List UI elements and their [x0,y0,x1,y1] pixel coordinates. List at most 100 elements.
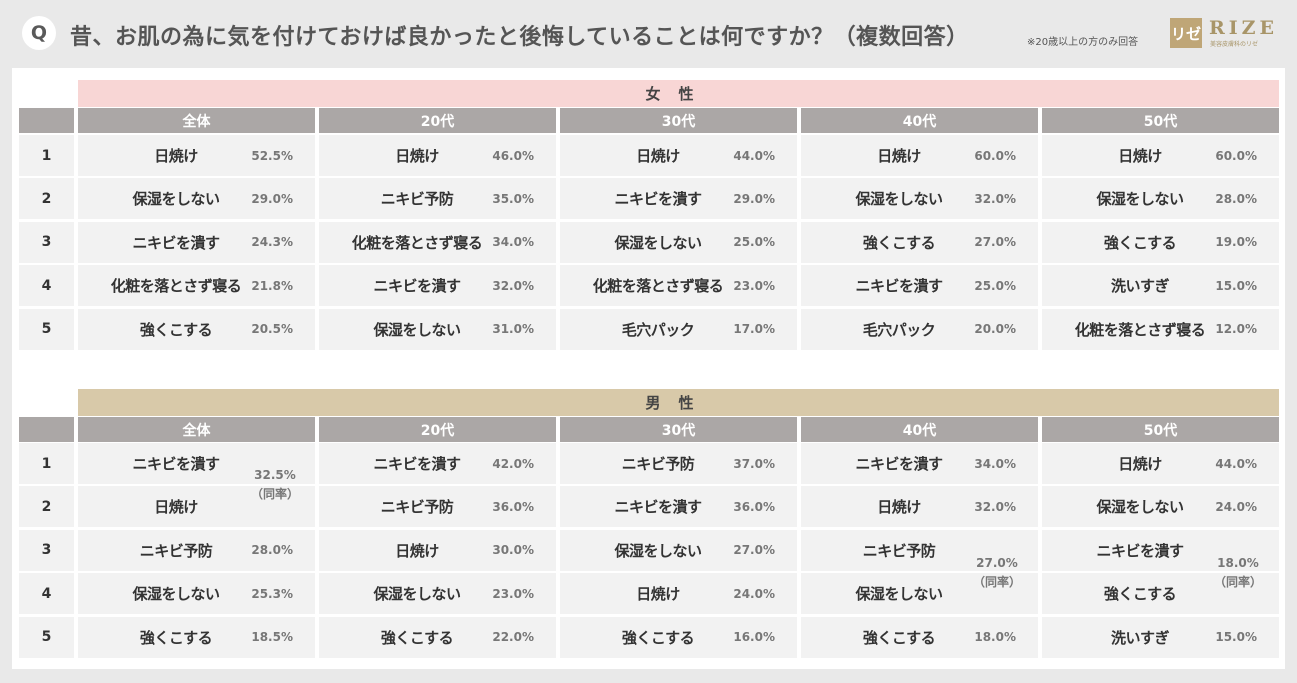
tie-percent: 27.0% [976,556,1018,570]
answer-label: 強くこする [862,628,936,647]
answer-label: 保湿をしない [614,541,702,560]
answer-percent: 29.0% [251,191,293,206]
female-rank-4: 4 [19,265,74,307]
answer-percent: 15.0% [1215,278,1257,293]
male-cell-50s-rank4: 強くこする [1042,573,1279,615]
male-cell-20s-rank4: 保湿をしない 23.0% [319,573,556,615]
male-rank-2: 2 [19,486,74,528]
answer-label: ニキビ予防 [139,541,213,560]
question-title: 昔、お肌の為に気を付けておけば良かったと後悔していることは何ですか？（複数回答） [70,25,969,50]
answer-percent: 22.0% [492,630,534,645]
tie-annotation-50s-rank3-4: 18.0% （同率） [1208,554,1268,592]
answer-label: 日焼け [1118,147,1162,165]
female-cell-20s-rank3: 化粧を落とさず寝る 34.0% [319,221,556,263]
male-cell-30s-rank2: ニキビを潰す 36.0% [560,486,797,528]
answer-percent: 46.0% [492,148,534,163]
answer-label: ニキビを潰す [132,233,220,252]
answer-label: 毛穴パック [862,320,936,339]
answer-percent: 18.5% [251,630,293,645]
answer-label: ニキビを潰す [373,277,461,296]
answer-label: 日焼け [877,498,921,517]
male-cell-20s-rank1: ニキビを潰す 42.0% [319,443,556,484]
female-cell-all-rank5: 強くこする 20.5% [78,308,315,350]
answer-label: 日焼け [395,147,439,165]
tie-label: （同率） [250,487,299,501]
male-cell-40s-rank4: 保湿をしない [801,573,1038,615]
female-column-header-50s: 50代 [1042,108,1279,133]
answer-percent: 29.0% [733,191,775,206]
male-cell-40s-rank3: ニキビ予防 [801,529,1038,571]
brand-logo-subtitle: 美容皮膚科のリゼ [1210,41,1259,48]
answer-label: ニキビを潰す [132,455,220,473]
answer-percent: 60.0% [1215,148,1257,163]
answer-label: 保湿をしない [373,320,461,339]
answer-label: 日焼け [877,147,921,165]
answer-label: 強くこする [862,233,936,252]
female-cell-50s-rank1: 日焼け 60.0% [1042,135,1279,176]
answer-label: 日焼け [395,541,439,560]
answer-percent: 25.0% [974,278,1016,293]
male-cell-all-rank3: ニキビ予防 28.0% [78,529,315,571]
answer-label: ニキビを潰す [614,190,702,209]
answer-percent: 21.8% [251,278,293,293]
female-cell-40s-rank3: 強くこする 27.0% [801,221,1038,263]
male-cell-all-rank2: 日焼け [78,486,315,528]
respondent-note: ※20歳以上の方のみ回答 [1027,37,1139,48]
answer-label: 日焼け [636,585,680,604]
answer-percent: 42.0% [492,456,534,471]
male-cell-20s-rank5: 強くこする 22.0% [319,616,556,658]
male-cell-50s-rank5: 洗いすぎ 15.0% [1042,616,1279,658]
answer-label: 化粧を落とさず寝る [110,277,242,296]
answer-label: 保湿をしない [132,190,220,209]
female-cell-20s-rank2: ニキビ予防 35.0% [319,178,556,220]
male-cell-30s-rank5: 強くこする 16.0% [560,616,797,658]
answer-percent: 15.0% [1215,630,1257,645]
answer-percent: 19.0% [1215,235,1257,250]
answer-label: 強くこする [1103,585,1177,604]
female-cell-all-rank1: 日焼け 52.5% [78,135,315,176]
tie-annotation-all-rank1-2: 32.5% （同率） [245,466,305,504]
answer-percent: 32.0% [974,191,1016,206]
male-cell-50s-rank1: 日焼け 44.0% [1042,443,1279,484]
female-cell-20s-rank1: 日焼け 46.0% [319,135,556,176]
female-cell-20s-rank4: ニキビを潰す 32.0% [319,265,556,307]
answer-label: 毛穴パック [621,320,695,339]
answer-label: ニキビ予防 [862,541,936,560]
question-badge: Q [22,16,56,50]
answer-percent: 24.3% [251,235,293,250]
answer-percent: 20.0% [974,322,1016,337]
female-cell-50s-rank4: 洗いすぎ 15.0% [1042,265,1279,307]
answer-percent: 23.0% [492,586,534,601]
answer-percent: 17.0% [733,322,775,337]
answer-percent: 12.0% [1215,322,1257,337]
female-cell-50s-rank3: 強くこする 19.0% [1042,221,1279,263]
answer-label: 日焼け [154,498,198,517]
female-cell-40s-rank1: 日焼け 60.0% [801,135,1038,176]
answer-label: 洗いすぎ [1110,628,1170,647]
brand-logo-text: RIZE [1209,17,1279,39]
female-column-header-40s: 40代 [801,108,1038,133]
rank-column-header [19,108,74,133]
answer-label: ニキビ予防 [380,190,454,209]
answer-percent: 16.0% [733,630,775,645]
male-cell-all-rank5: 強くこする 18.5% [78,616,315,658]
female-column-header-all: 全体 [78,108,315,133]
male-rank-5: 5 [19,616,74,658]
answer-percent: 25.0% [733,235,775,250]
male-column-header-30s: 30代 [560,417,797,442]
male-cell-30s-rank4: 日焼け 24.0% [560,573,797,615]
answer-label: 保湿をしない [614,233,702,252]
header: Q 昔、お肌の為に気を付けておけば良かったと後悔していることは何ですか？（複数回… [0,0,1297,64]
female-cell-30s-rank4: 化粧を落とさず寝る 23.0% [560,265,797,307]
female-section-title: 女性 [78,80,1279,107]
answer-label: 化粧を落とさず寝る [1074,320,1206,339]
answer-percent: 27.0% [974,235,1016,250]
female-rank-5: 5 [19,308,74,350]
answer-percent: 34.0% [974,456,1016,471]
answer-percent: 32.0% [974,499,1016,514]
tie-percent: 18.0% [1217,556,1259,570]
answer-label: 強くこする [139,628,213,647]
female-cell-all-rank3: ニキビを潰す 24.3% [78,221,315,263]
female-cell-all-rank4: 化粧を落とさず寝る 21.8% [78,265,315,307]
tie-percent: 32.5% [254,468,296,482]
